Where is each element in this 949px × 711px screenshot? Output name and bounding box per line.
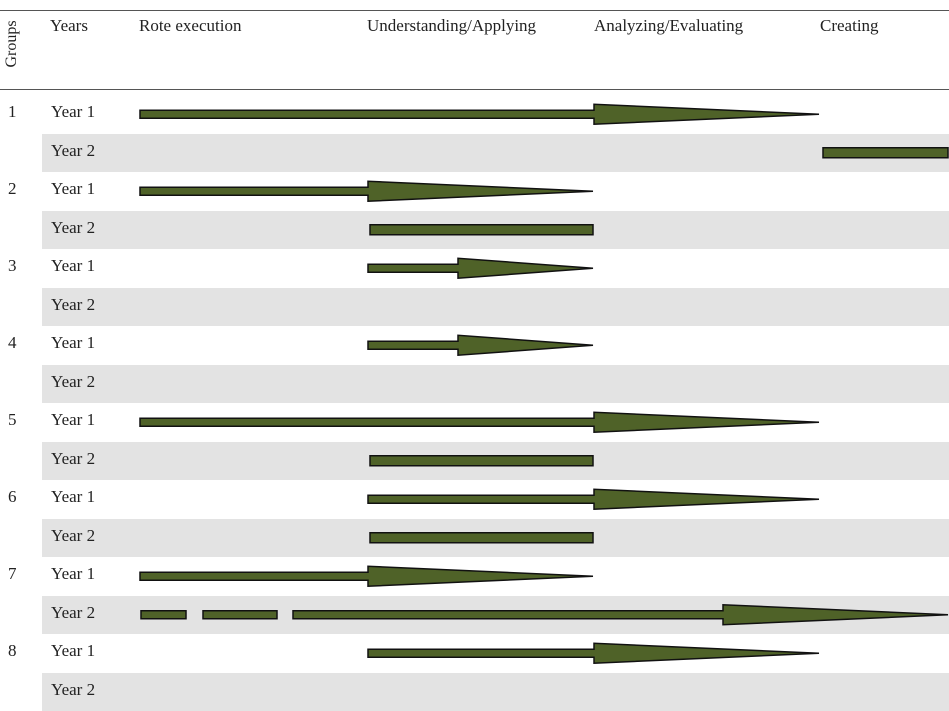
progression-bar-row-12	[369, 532, 594, 544]
header-rule	[0, 89, 949, 90]
group-number: 6	[8, 487, 17, 506]
year-label: Year 1	[51, 256, 96, 275]
group-number: 5	[8, 410, 17, 429]
group-number: 1	[8, 102, 17, 121]
table-row	[42, 287, 949, 326]
year-label: Year 1	[51, 564, 96, 583]
year-label: Year 2	[51, 602, 96, 622]
group-number: 4	[8, 333, 17, 352]
progression-dashed-arrow-row-14-head	[292, 603, 949, 626]
progression-dashed-arrow-row-14-dash-1	[140, 610, 187, 620]
year-label: Year 1	[51, 641, 96, 660]
progression-dashed-arrow-row-14-dash-2	[202, 610, 278, 620]
year-label: Year 2	[51, 679, 96, 699]
group-number: 8	[8, 641, 17, 660]
progression-bar-row-4	[369, 224, 594, 236]
years-column-header: Years	[50, 16, 88, 35]
year-label: Year 2	[51, 448, 96, 468]
progression-arrow-row-5	[367, 257, 594, 280]
year-label: Year 2	[51, 525, 96, 545]
understanding-applying-header: Understanding/Applying	[367, 16, 537, 35]
rote-execution-header: Rote execution	[139, 16, 242, 35]
group-number: 3	[8, 256, 17, 275]
group-number: 2	[8, 179, 17, 198]
progression-arrow-row-7	[367, 334, 594, 357]
progression-arrow-row-1	[139, 103, 820, 126]
progression-arrow-row-9	[139, 411, 820, 434]
progression-arrow-row-13	[139, 565, 594, 588]
progression-arrow-row-3	[139, 180, 594, 203]
table-row	[42, 133, 949, 172]
year-label: Year 1	[51, 102, 96, 121]
analyzing-evaluating-header: Analyzing/Evaluating	[594, 16, 744, 35]
year-label: Year 2	[51, 294, 96, 314]
progression-arrow-row-11	[367, 488, 820, 511]
year-label: Year 1	[51, 487, 96, 506]
creating-header: Creating	[820, 16, 879, 35]
year-label: Year 1	[51, 333, 96, 352]
table-row	[42, 364, 949, 403]
group-number: 7	[8, 564, 17, 583]
progression-bar-row-10	[369, 455, 594, 467]
year-label: Year 2	[51, 140, 96, 160]
progression-arrow-row-15	[367, 642, 820, 665]
year-label: Year 1	[51, 410, 96, 429]
year-label: Year 2	[51, 371, 96, 391]
year-label: Year 1	[51, 179, 96, 198]
year-label: Year 2	[51, 217, 96, 237]
top-rule	[0, 10, 949, 11]
progression-bar-row-2	[822, 147, 949, 159]
